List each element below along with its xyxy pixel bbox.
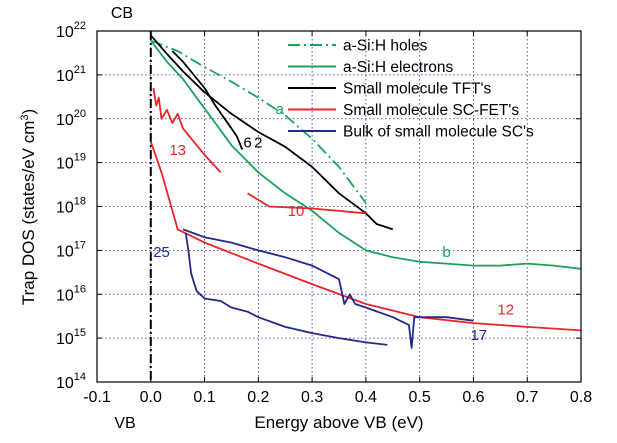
y-tick-label: 1014 xyxy=(56,371,86,392)
x-axis-ticks: -0.1 0.0 0.1 0.2 0.3 0.4 0.5 0.6 0.7 0.8 xyxy=(83,31,592,406)
curve-label-12: 12 xyxy=(497,301,514,318)
legend-label: Small molecule TFT's xyxy=(343,81,491,98)
x-tick-label: -0.1 xyxy=(83,389,111,406)
legend-label: Bulk of small molecule SC's xyxy=(343,124,534,141)
curve-label-17: 17 xyxy=(470,327,487,344)
cb-label: CB xyxy=(111,5,133,22)
series-group xyxy=(149,34,582,349)
x-tick-label: 0.4 xyxy=(355,389,377,406)
y-axis-label-sup: 3 xyxy=(19,115,31,121)
series-line-scfet_curve_13 xyxy=(152,87,222,174)
x-tick-label: 0.2 xyxy=(247,389,269,406)
x-tick-label: 0.6 xyxy=(462,389,484,406)
y-tick-label: 1020 xyxy=(56,108,86,129)
x-tick-label: 0.7 xyxy=(516,389,538,406)
vb-label: VB xyxy=(114,415,135,432)
y-tick-label: 1021 xyxy=(56,64,86,85)
x-tick-label: 0.0 xyxy=(140,389,162,406)
curve-labels: a b 6 2 13 10 12 17 25 xyxy=(153,101,514,344)
legend-label: a-Si:H electrons xyxy=(343,59,454,76)
x-tick-label: 0.5 xyxy=(409,389,431,406)
x-tick-label: 0.1 xyxy=(193,389,215,406)
y-axis-label: Trap DOS (states/eV cm3) xyxy=(19,109,38,305)
series-line-bulk_curve_25 xyxy=(184,232,388,346)
y-axis-label-tail: ) xyxy=(19,109,38,115)
x-tick-label: 0.3 xyxy=(301,389,323,406)
y-axis-label-main: Trap DOS (states/eV cm xyxy=(19,121,38,306)
curve-label-6: 6 xyxy=(243,135,251,152)
series-line-bulk_curve_17 xyxy=(182,228,474,349)
y-tick-label: 1016 xyxy=(56,283,86,304)
series-line-scfet_curve_12 xyxy=(149,141,582,332)
y-tick-label: 1018 xyxy=(56,196,86,217)
legend-label: Small molecule SC-FET's xyxy=(343,102,519,119)
curve-label-2: 2 xyxy=(254,135,262,152)
curve-label-a: a xyxy=(276,101,285,118)
curve-label-13: 13 xyxy=(169,142,186,159)
series-line-asih_electrons xyxy=(150,40,582,270)
y-tick-label: 1015 xyxy=(56,327,86,348)
curve-label-25: 25 xyxy=(153,244,170,261)
series-line-scfet_curve_10 xyxy=(247,192,366,215)
x-tick-label: 0.8 xyxy=(570,389,592,406)
series-line-tft_curve_2 xyxy=(150,34,394,231)
x-axis-label: Energy above VB (eV) xyxy=(254,413,423,432)
curve-label-b: b xyxy=(442,244,450,261)
legend-label: a-Si:H holes xyxy=(343,38,428,55)
legend: a-Si:H holes a-Si:H electrons Small molecu… xyxy=(288,38,534,141)
y-tick-label: 1022 xyxy=(56,20,86,41)
series-line-tft_curve_6 xyxy=(171,50,244,150)
y-tick-label: 1019 xyxy=(56,152,86,173)
series-line-asih_holes xyxy=(150,39,367,204)
y-tick-label: 1017 xyxy=(56,239,86,260)
curve-label-10: 10 xyxy=(288,203,305,220)
